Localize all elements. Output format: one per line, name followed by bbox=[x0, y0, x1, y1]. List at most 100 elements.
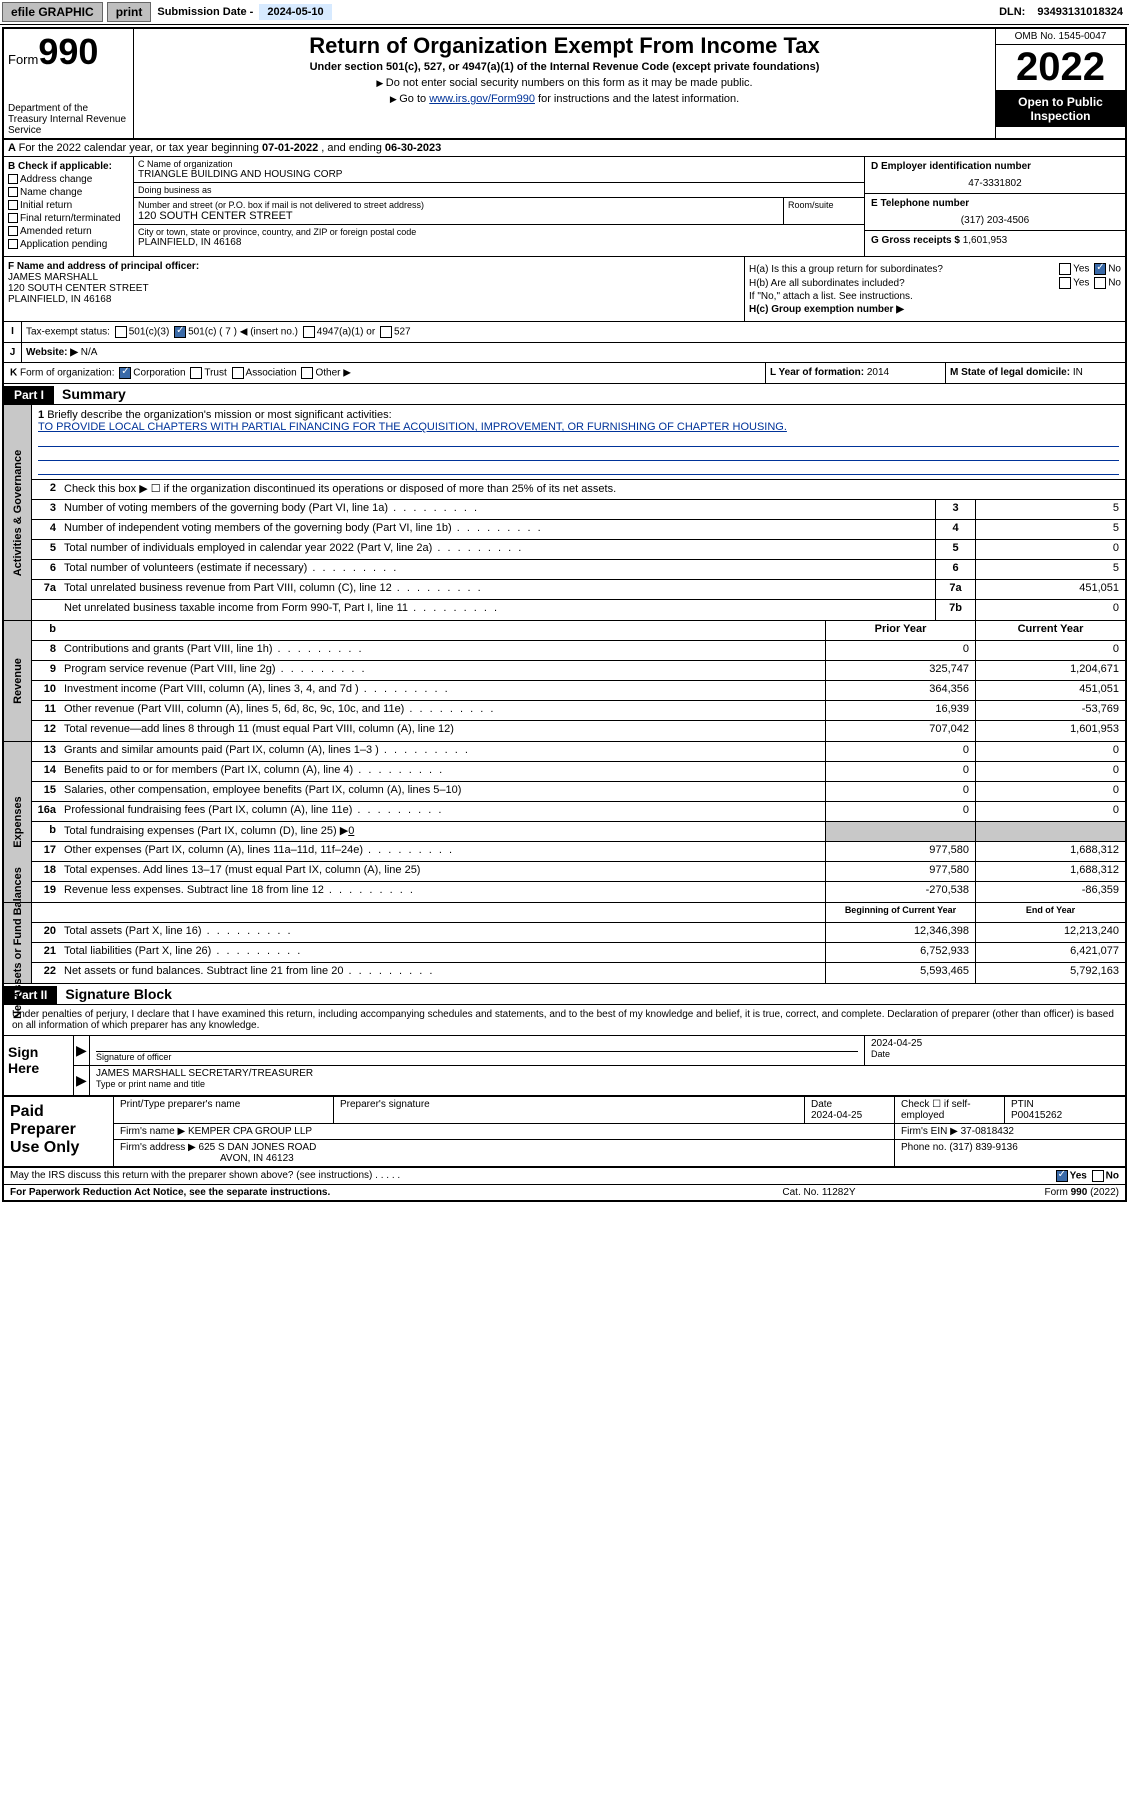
chk-501c3[interactable] bbox=[115, 326, 127, 338]
discuss-yes[interactable] bbox=[1056, 1170, 1068, 1182]
column-f-officer: F Name and address of principal officer:… bbox=[4, 257, 745, 321]
val-7a: 451,051 bbox=[975, 580, 1125, 599]
firm-name: KEMPER CPA GROUP LLP bbox=[188, 1126, 312, 1137]
mission-text: TO PROVIDE LOCAL CHAPTERS WITH PARTIAL F… bbox=[38, 421, 1119, 433]
part-ii-header: Part IISignature Block bbox=[4, 984, 1125, 1005]
section-revenue: Revenue bPrior YearCurrent Year 8Contrib… bbox=[4, 621, 1125, 742]
dln-value: 93493131018324 bbox=[1031, 4, 1129, 20]
omb-number: OMB No. 1545-0047 bbox=[996, 29, 1125, 45]
chk-501c[interactable] bbox=[174, 326, 186, 338]
page-footer: For Paperwork Reduction Act Notice, see … bbox=[4, 1185, 1125, 1200]
chk-initial-return[interactable] bbox=[8, 200, 18, 210]
hb-yes[interactable] bbox=[1059, 277, 1071, 289]
tax-year: 2022 bbox=[996, 45, 1125, 91]
sign-arrow-icon: ▶ bbox=[74, 1036, 90, 1065]
phone-value: (317) 203-4506 bbox=[871, 215, 1119, 226]
top-toolbar: efile GRAPHIC print Submission Date - 20… bbox=[0, 0, 1129, 25]
sign-here-block: Sign Here ▶ Signature of officer 2024-04… bbox=[4, 1036, 1125, 1097]
line21: Total liabilities (Part X, line 26) bbox=[60, 943, 825, 962]
hb-note: If "No," attach a list. See instructions… bbox=[749, 291, 1121, 302]
org-name-label: C Name of organization bbox=[138, 159, 860, 169]
line22: Net assets or fund balances. Subtract li… bbox=[60, 963, 825, 983]
org-name: TRIANGLE BUILDING AND HOUSING CORP bbox=[138, 169, 860, 180]
chk-name-change[interactable] bbox=[8, 187, 18, 197]
ein-label: D Employer identification number bbox=[871, 161, 1119, 172]
line13: Grants and similar amounts paid (Part IX… bbox=[60, 742, 825, 761]
line4: Number of independent voting members of … bbox=[60, 520, 935, 539]
hb-label: H(b) Are all subordinates included? bbox=[749, 278, 1057, 289]
chk-other[interactable] bbox=[301, 367, 313, 379]
chk-amended-return[interactable] bbox=[8, 226, 18, 236]
prep-self-emp: Check ☐ if self-employed bbox=[895, 1097, 1005, 1123]
line16b: Total fundraising expenses (Part IX, col… bbox=[60, 822, 825, 841]
val-5: 0 bbox=[975, 540, 1125, 559]
chk-association[interactable] bbox=[232, 367, 244, 379]
chk-address-change[interactable] bbox=[8, 174, 18, 184]
chk-application-pending[interactable] bbox=[8, 239, 18, 249]
officer-name-title: JAMES MARSHALL SECRETARY/TREASURER bbox=[96, 1068, 1119, 1079]
room-label: Room/suite bbox=[788, 200, 860, 210]
line14: Benefits paid to or for members (Part IX… bbox=[60, 762, 825, 781]
line12: Total revenue—add lines 8 through 11 (mu… bbox=[60, 721, 825, 741]
val-4: 5 bbox=[975, 520, 1125, 539]
line2: Check this box ▶ ☐ if the organization d… bbox=[60, 480, 1125, 499]
chk-corporation[interactable] bbox=[119, 367, 131, 379]
gross-receipts-value: 1,601,953 bbox=[963, 235, 1008, 246]
irs-link[interactable]: www.irs.gov/Form990 bbox=[429, 93, 535, 105]
form-header: Form990 Department of the Treasury Inter… bbox=[4, 29, 1125, 140]
line6: Total number of volunteers (estimate if … bbox=[60, 560, 935, 579]
prep-date-hdr: Date bbox=[811, 1099, 832, 1110]
firm-phone: (317) 839-9136 bbox=[949, 1142, 1017, 1153]
officer-addr1: 120 SOUTH CENTER STREET bbox=[8, 283, 149, 294]
row-i: I Tax-exempt status: 501(c)(3) 501(c) ( … bbox=[4, 322, 1125, 343]
website-value: N/A bbox=[81, 347, 98, 358]
ha-no[interactable] bbox=[1094, 263, 1106, 275]
chk-final-return[interactable] bbox=[8, 213, 18, 223]
ha-yes[interactable] bbox=[1059, 263, 1071, 275]
firm-name-label: Firm's name ▶ bbox=[120, 1126, 185, 1137]
prep-name-hdr: Print/Type preparer's name bbox=[114, 1097, 334, 1123]
hb-no[interactable] bbox=[1094, 277, 1106, 289]
prep-sig-hdr: Preparer's signature bbox=[334, 1097, 805, 1123]
line3: Number of voting members of the governin… bbox=[60, 500, 935, 519]
print-button[interactable]: print bbox=[107, 2, 152, 22]
form-page-ref: Form 990 (2022) bbox=[919, 1187, 1119, 1198]
sig-date: 2024-04-25 bbox=[871, 1038, 1119, 1049]
street-label: Number and street (or P.O. box if mail i… bbox=[138, 200, 779, 210]
val-3: 5 bbox=[975, 500, 1125, 519]
gross-receipts-label: G Gross receipts $ bbox=[871, 235, 963, 246]
hdr-end: End of Year bbox=[975, 903, 1125, 922]
form-note-ssn: Do not enter social security numbers on … bbox=[138, 77, 991, 89]
officer-addr2: PLAINFIELD, IN 46168 bbox=[8, 294, 111, 305]
chk-trust[interactable] bbox=[190, 367, 202, 379]
signature-declaration: Under penalties of perjury, I declare th… bbox=[4, 1005, 1125, 1036]
efile-graphic-button[interactable]: efile GRAPHIC bbox=[2, 2, 103, 22]
chk-4947[interactable] bbox=[303, 326, 315, 338]
column-c-org-info: C Name of organization TRIANGLE BUILDING… bbox=[134, 157, 865, 256]
firm-ein-label: Firm's EIN ▶ bbox=[901, 1126, 958, 1137]
discuss-no[interactable] bbox=[1092, 1170, 1104, 1182]
chk-527[interactable] bbox=[380, 326, 392, 338]
row-k: K Form of organization: Corporation Trus… bbox=[4, 363, 1125, 384]
street-value: 120 SOUTH CENTER STREET bbox=[138, 210, 779, 222]
city-label: City or town, state or province, country… bbox=[138, 227, 860, 237]
paperwork-notice: For Paperwork Reduction Act Notice, see … bbox=[10, 1187, 330, 1198]
firm-addr2: AVON, IN 46123 bbox=[220, 1153, 294, 1164]
line18: Total expenses. Add lines 13–17 (must eq… bbox=[60, 862, 825, 881]
firm-addr1: 625 S DAN JONES ROAD bbox=[199, 1142, 317, 1153]
officer-name: JAMES MARSHALL bbox=[8, 272, 98, 283]
state-domicile: IN bbox=[1073, 367, 1083, 378]
year-formation: 2014 bbox=[867, 367, 889, 378]
firm-addr-label: Firm's address ▶ bbox=[120, 1142, 196, 1153]
line8: Contributions and grants (Part VIII, lin… bbox=[60, 641, 825, 660]
form-number: Form990 bbox=[8, 31, 129, 73]
line9: Program service revenue (Part VIII, line… bbox=[60, 661, 825, 680]
submission-date-label: Submission Date - bbox=[153, 4, 257, 20]
val-6: 5 bbox=[975, 560, 1125, 579]
column-b-checkboxes: B Check if applicable: Address change Na… bbox=[4, 157, 134, 256]
part-i-header: Part ISummary bbox=[4, 384, 1125, 405]
hdr-prior-year: Prior Year bbox=[825, 621, 975, 640]
line7a: Total unrelated business revenue from Pa… bbox=[60, 580, 935, 599]
city-value: PLAINFIELD, IN 46168 bbox=[138, 237, 860, 248]
department-label: Department of the Treasury Internal Reve… bbox=[8, 103, 129, 136]
